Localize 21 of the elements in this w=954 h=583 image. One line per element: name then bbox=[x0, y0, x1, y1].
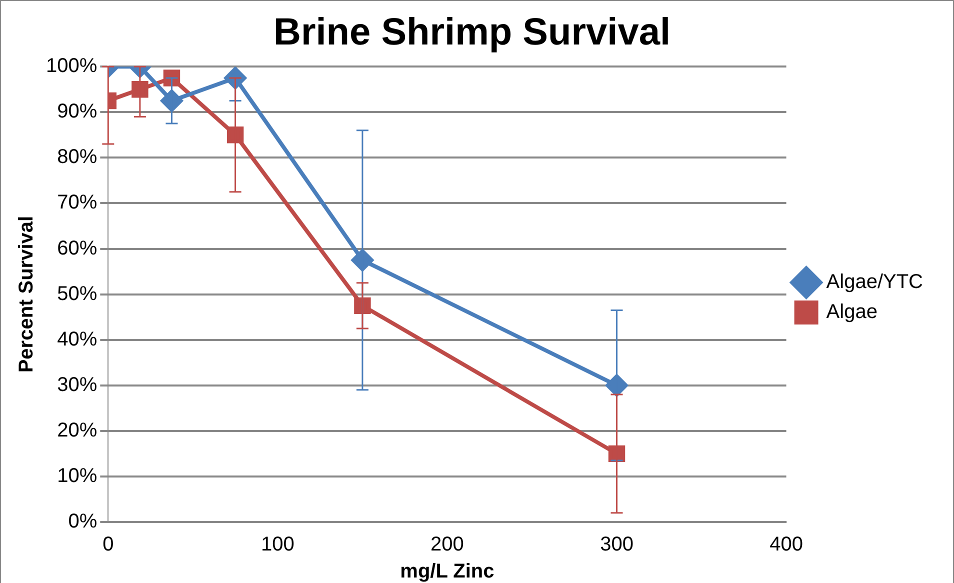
y-tick-label: 50% bbox=[57, 282, 98, 305]
legend-label: Algae bbox=[826, 301, 878, 324]
y-tick-label: 70% bbox=[57, 192, 98, 214]
y-axis-title: Percent Survival bbox=[16, 216, 38, 373]
x-tick-label: 300 bbox=[600, 534, 634, 556]
y-tick-label: 40% bbox=[57, 328, 98, 350]
y-tick-label: 80% bbox=[57, 146, 98, 168]
y-tick-label: 60% bbox=[57, 237, 98, 260]
x-tick-label: 200 bbox=[430, 534, 464, 556]
y-tick-label: 100% bbox=[46, 55, 98, 78]
x-tick-label: 400 bbox=[770, 534, 803, 556]
x-tick-label: 0 bbox=[102, 534, 114, 556]
y-tick-label: 30% bbox=[57, 374, 98, 396]
chart-title: Brine Shrimp Survival bbox=[273, 11, 671, 54]
y-tick-label: 90% bbox=[57, 100, 98, 123]
x-axis-title: mg/L Zinc bbox=[400, 560, 494, 583]
x-tick-label: 100 bbox=[261, 534, 294, 556]
y-tick-label: 10% bbox=[57, 464, 98, 487]
y-tick-label: 20% bbox=[57, 419, 98, 442]
y-tick-label: 0% bbox=[68, 510, 98, 533]
legend-label: Algae/YTC bbox=[826, 271, 924, 294]
